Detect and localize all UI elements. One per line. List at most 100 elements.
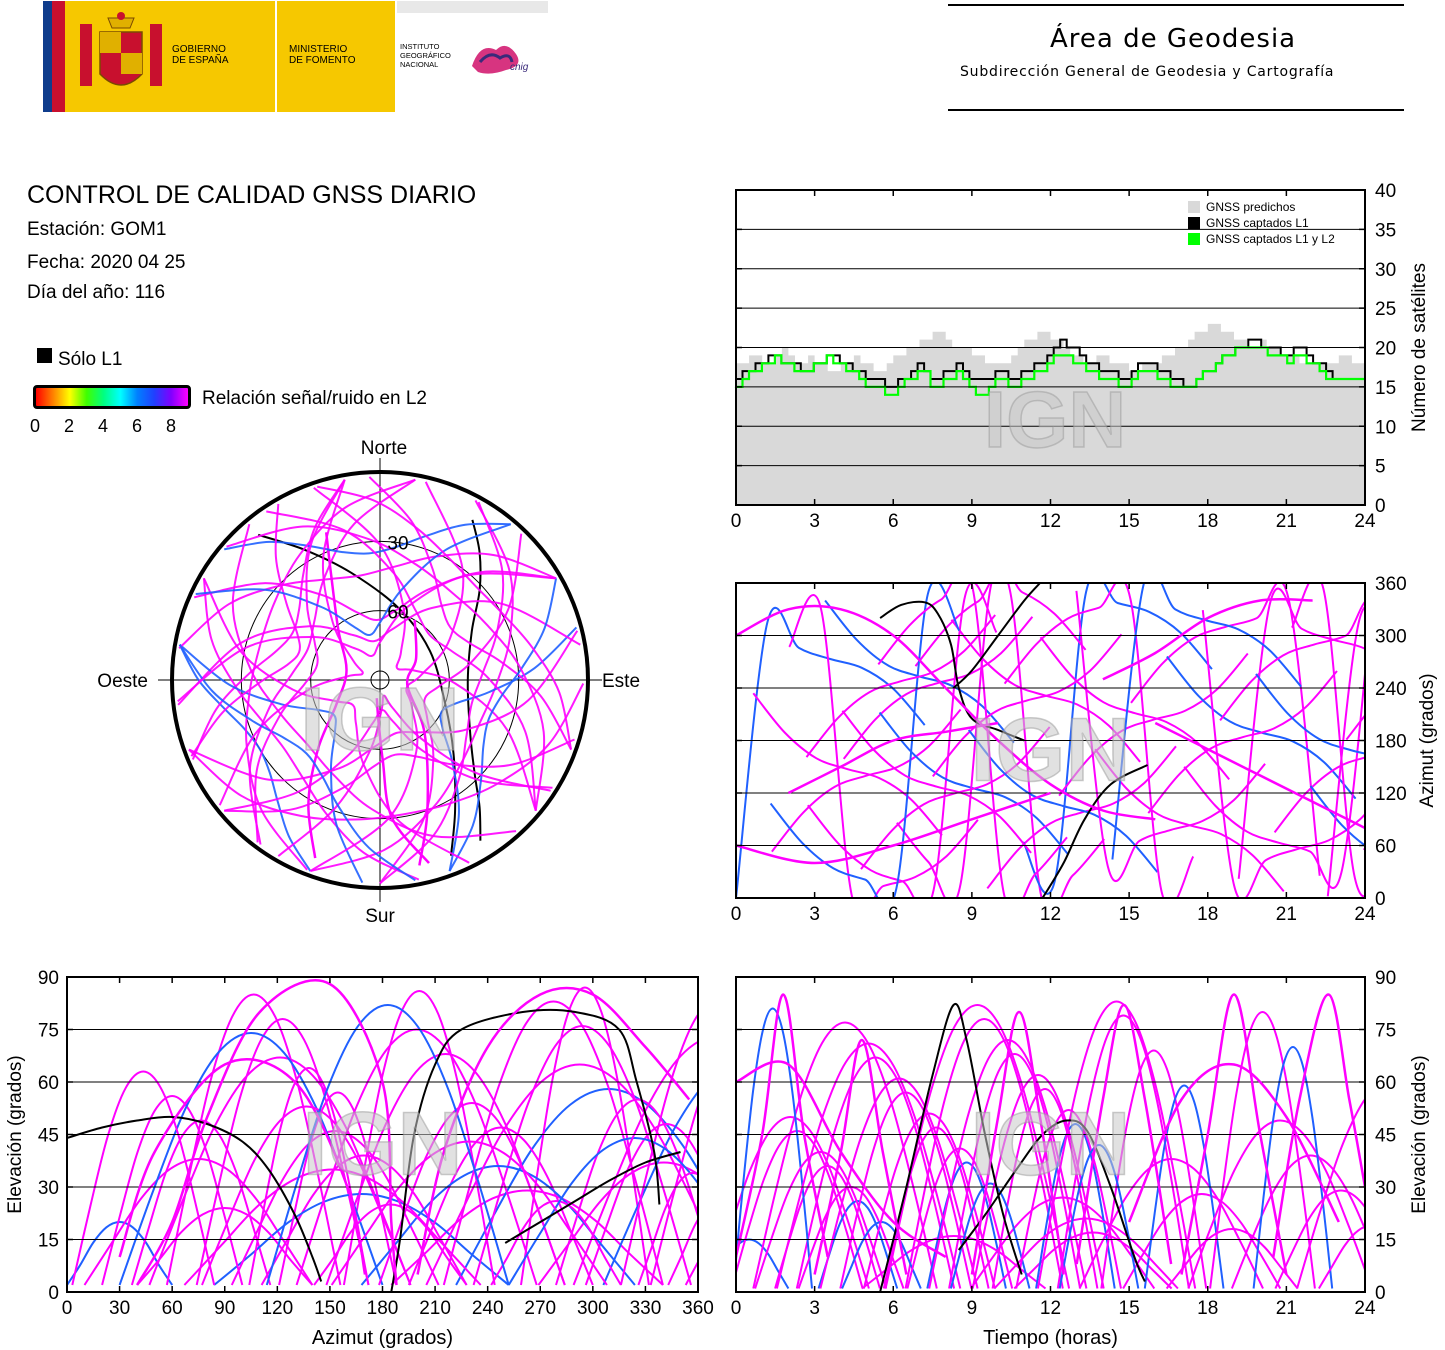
el-time-bg-track-2 [752, 1021, 938, 1289]
sat-count-watermark: IGN [984, 375, 1126, 464]
legend-swatch-0 [1188, 201, 1200, 213]
az-time-series-0 [879, 600, 1025, 742]
el-az-xtick-330: 330 [630, 1298, 662, 1319]
l1-only-label: Sólo L1 [58, 349, 123, 370]
el-time-bg-track-15 [1035, 1122, 1116, 1289]
az-time-xtick-6: 6 [888, 904, 899, 925]
el-time-xtick-9: 9 [967, 1298, 978, 1319]
az-time-series-7 [1154, 721, 1365, 830]
el-az-frame: 0 30 60 90 120 150 180 210 240 270 300 330 360 0 15 30 4… [5, 968, 714, 1349]
snr-tick-2: 2 [64, 416, 75, 436]
ign-label-line2: GEOGRÁFICO [400, 51, 451, 60]
az-time-plot [736, 583, 1365, 898]
skyplot-bg-track-20 [448, 578, 558, 872]
el-time-ytick-0: 0 [1375, 1283, 1386, 1304]
skyplot-bg-track-22 [203, 577, 470, 864]
skyplot-bg-track-33 [226, 525, 546, 811]
skyplot-bg-track-28 [188, 630, 579, 782]
skyplot-horizon [170, 470, 590, 890]
el-az-watermark: IGN [302, 1095, 462, 1195]
el-az-ylabel: Elevación (grados) [5, 1055, 26, 1213]
az-time-bg-track-30 [1183, 663, 1365, 890]
el-az-xtick-300: 300 [577, 1298, 609, 1319]
el-az-bg-track-15 [407, 1126, 594, 1286]
ign-label-line1: INSTITUTO [400, 42, 440, 51]
el-az-ytick-75: 75 [38, 1021, 59, 1042]
el-time-series-2 [736, 993, 829, 1258]
el-time-bg-track-44 [1036, 1000, 1197, 1289]
el-az-bg-track-19 [667, 1217, 698, 1286]
skyplot-bg-track-29 [277, 694, 551, 857]
el-az-bg-track-8 [584, 1122, 698, 1286]
el-az-bg-track-28 [619, 1012, 698, 1286]
skyplot-label-south: Sur [365, 906, 395, 927]
el-time-series-9 [1127, 1062, 1340, 1223]
sat-count-legend: GNSS predichos GNSS captados L1 GNSS capta… [1188, 200, 1335, 246]
sat-count-ytick-20: 20 [1375, 339, 1396, 360]
el-az-bg-track-32 [248, 1066, 370, 1286]
snr-tick-8: 8 [166, 416, 177, 436]
el-az-series-0 [67, 1115, 323, 1282]
snr-tick-4: 4 [98, 416, 109, 436]
el-az-xtick-270: 270 [524, 1298, 556, 1319]
skyplot-bg-track-4 [310, 499, 514, 873]
el-time-bg-track-16 [1056, 1014, 1190, 1289]
az-time-bg-track-29 [1147, 670, 1338, 814]
el-time-bg-track-9 [904, 1017, 1064, 1289]
el-time-bg-track-13 [991, 1087, 1099, 1289]
az-time-bg-track-28 [1111, 583, 1302, 860]
el-time-bg-track-31 [754, 1150, 888, 1289]
el-time-bg-track-23 [1209, 1010, 1316, 1289]
gov-flag-red [52, 1, 65, 112]
az-time-xtick-24: 24 [1354, 904, 1376, 925]
az-time-bg-track-18 [752, 692, 943, 837]
el-az-bg-track-17 [537, 1161, 698, 1286]
el-az-bg-track-39 [71, 1070, 216, 1286]
cnig-label: cnig [510, 62, 529, 73]
el-time-xtick-6: 6 [888, 1298, 899, 1319]
az-time-series-1 [952, 583, 1041, 689]
az-time-ytick-60: 60 [1375, 837, 1396, 858]
ign-logo-stripe [397, 1, 548, 13]
el-az-xtick-210: 210 [419, 1298, 451, 1319]
coat-of-arms-icon [80, 12, 162, 86]
area-title: Área de Geodesia [1050, 24, 1297, 54]
el-az-bg-track-42 [265, 1003, 510, 1286]
el-az-ytick-60: 60 [38, 1073, 59, 1094]
elevation-vs-azimuth-chart: IGN 0 30 60 90 120 150 180 210 240 270 300 330 360 0 15… [5, 968, 714, 1349]
az-time-xtick-0: 0 [731, 904, 742, 925]
el-time-bg-track-30 [736, 1007, 813, 1289]
header-rule-top [948, 4, 1404, 6]
legend-swatch-2 [1188, 233, 1200, 245]
az-time-series-4 [787, 721, 999, 795]
el-time-ytick-45: 45 [1375, 1126, 1396, 1147]
el-time-series-1 [957, 1119, 1146, 1282]
gov-label-line1: GOBIERNO [172, 44, 226, 55]
station-label: Estación: GOM1 [27, 219, 167, 240]
el-az-bg-track-36 [507, 1136, 698, 1286]
az-time-bg-track-31 [1219, 600, 1365, 722]
skyplot-bg-track-19 [309, 481, 465, 872]
ign-label: INSTITUTO GEOGRÁFICO NACIONAL [400, 42, 451, 69]
el-time-bg-track-21 [1165, 1227, 1299, 1290]
sat-count-xtick-9: 9 [967, 511, 978, 532]
doy-label: Día del año: 116 [27, 282, 166, 303]
el-time-bg-track-26 [1274, 1189, 1365, 1289]
el-time-ylabel: Elevación (grados) [1409, 1055, 1430, 1213]
snr-ticks: 0 2 4 6 8 [28, 416, 198, 438]
el-time-bg-track-39 [928, 1038, 1088, 1289]
sat-count-xtick-24: 24 [1354, 511, 1376, 532]
el-az-bg-track-13 [278, 1091, 398, 1286]
el-az-xtick-30: 30 [109, 1298, 130, 1319]
az-time-ytick-360: 360 [1375, 574, 1407, 595]
sat-count-xtick-3: 3 [809, 511, 820, 532]
az-time-bg-track-25 [1003, 583, 1195, 898]
az-time-bg-track-1 [771, 708, 962, 853]
az-time-series-5 [1102, 597, 1313, 681]
sat-count-ytick-40: 40 [1375, 181, 1396, 202]
gov-label-line2: DE ESPAÑA [172, 55, 229, 66]
az-time-background-tracks [736, 583, 1365, 898]
